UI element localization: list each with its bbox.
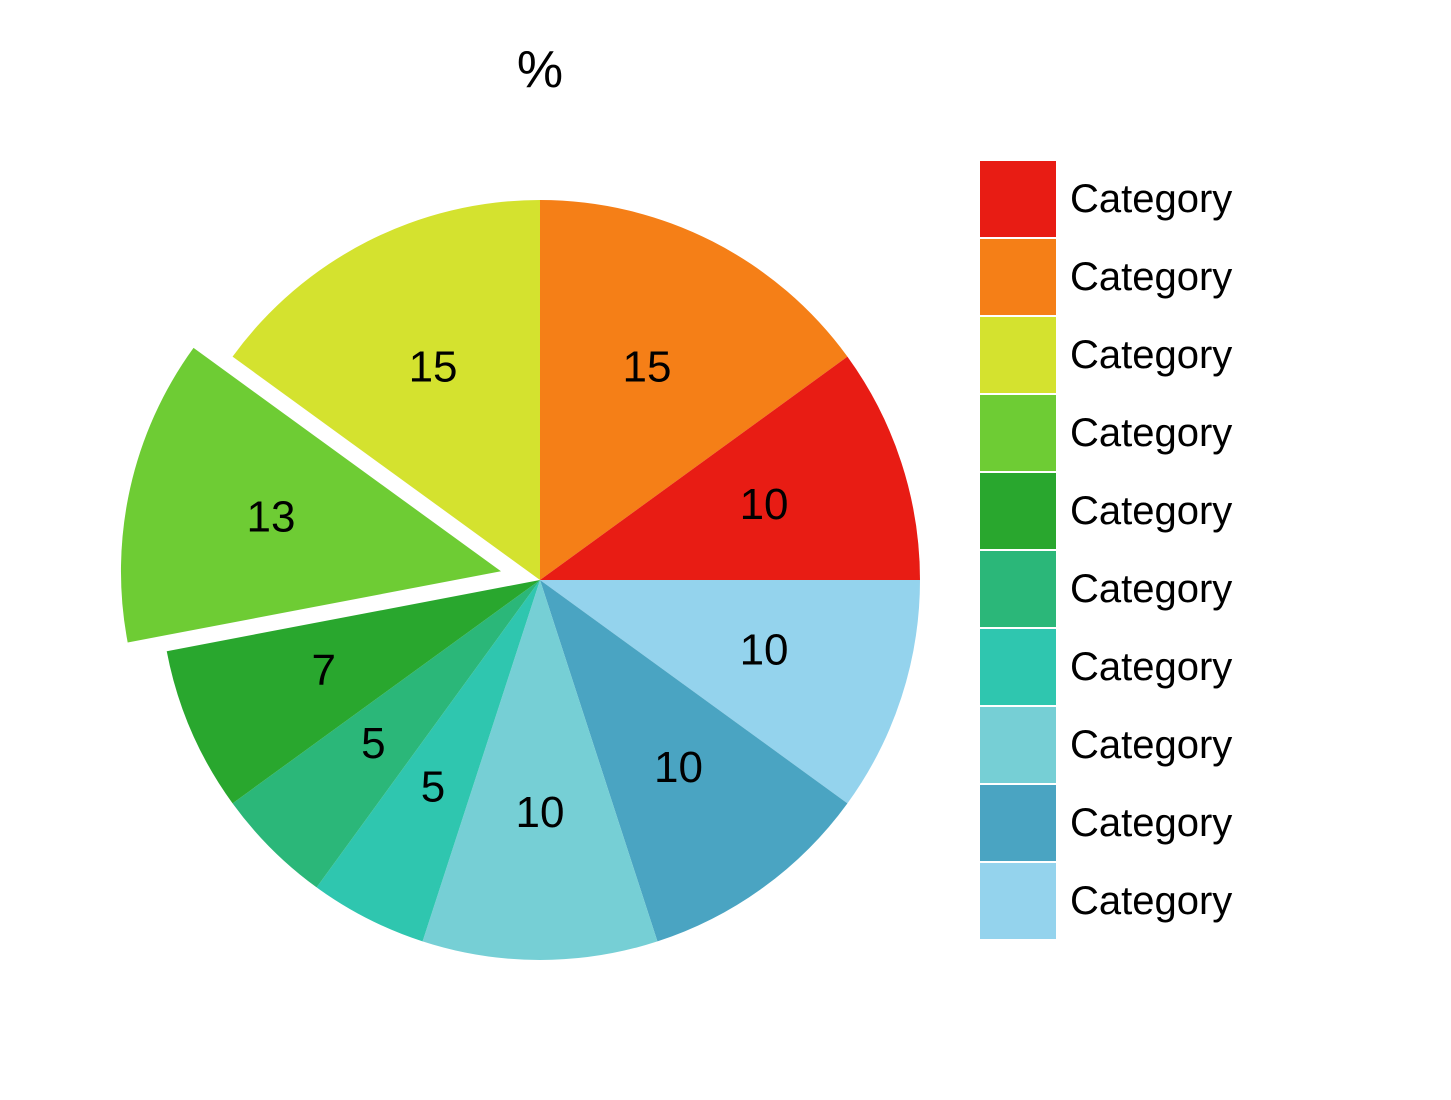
legend-swatch <box>980 551 1056 627</box>
legend-label: Category <box>1070 255 1232 300</box>
legend-swatch <box>980 707 1056 783</box>
legend-swatch <box>980 629 1056 705</box>
legend-item: Category <box>980 394 1232 472</box>
legend-label: Category <box>1070 567 1232 612</box>
legend-label: Category <box>1070 879 1232 924</box>
legend-label: Category <box>1070 489 1232 534</box>
legend-swatch <box>980 785 1056 861</box>
slice-value-label: 10 <box>654 743 703 792</box>
legend: Category Category Category Category Category… <box>980 160 1232 940</box>
legend-label: Category <box>1070 333 1232 378</box>
slice-value-label: 15 <box>622 343 671 392</box>
slice-value-label: 10 <box>740 625 789 674</box>
legend-swatch <box>980 239 1056 315</box>
legend-swatch <box>980 161 1056 237</box>
page: % 15101010105571315 CategoryCategoryCate… <box>0 0 1451 1100</box>
legend-item: Category <box>980 550 1232 628</box>
legend-swatch <box>980 473 1056 549</box>
legend-label: Category <box>1070 801 1232 846</box>
slice-value-label: 5 <box>421 763 445 812</box>
legend-swatch <box>980 317 1056 393</box>
legend-item: Category <box>980 784 1232 862</box>
slice-value-label: 13 <box>247 493 296 542</box>
chart-title: % <box>340 40 740 100</box>
legend-item: Category <box>980 472 1232 550</box>
legend-label: Category <box>1070 645 1232 690</box>
slice-value-label: 10 <box>516 788 565 837</box>
legend-swatch <box>980 395 1056 471</box>
legend-label: Category <box>1070 177 1232 222</box>
slice-value-label: 15 <box>409 343 458 392</box>
legend-item: Category <box>980 862 1232 940</box>
legend-item: Category <box>980 628 1232 706</box>
slice-value-label: 5 <box>361 719 385 768</box>
slice-value-label: 10 <box>740 480 789 529</box>
legend-item: Category <box>980 238 1232 316</box>
legend-label: Category <box>1070 723 1232 768</box>
pie-chart: 15101010105571315 <box>110 150 970 1010</box>
slice-value-label: 7 <box>312 646 336 695</box>
legend-item: Category <box>980 160 1232 238</box>
legend-label: Category <box>1070 411 1232 456</box>
legend-item: Category <box>980 316 1232 394</box>
legend-item: Category <box>980 706 1232 784</box>
legend-swatch <box>980 863 1056 939</box>
